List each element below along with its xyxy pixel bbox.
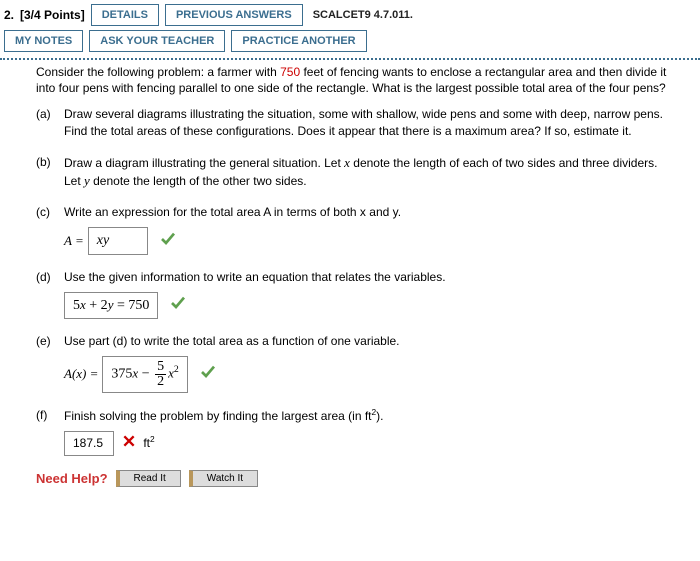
part-f-answer-box[interactable]: 187.5	[64, 431, 114, 456]
part-c-prefix: A =	[64, 232, 84, 250]
part-d: (d) Use the given information to write a…	[36, 269, 676, 319]
part-f-post: ).	[376, 409, 383, 423]
part-e-text: Use part (d) to write the total area as …	[64, 333, 676, 350]
part-b: (b) Draw a diagram illustrating the gene…	[36, 154, 676, 190]
need-help-label: Need Help?	[36, 471, 108, 486]
part-e-prefix: A(x) =	[64, 365, 98, 383]
part-e: (e) Use part (d) to write the total area…	[36, 333, 676, 393]
part-c-answer-box[interactable]: xy	[88, 227, 148, 255]
question-content: Consider the following problem: a farmer…	[0, 64, 700, 497]
source-label: SCALCET9 4.7.011.	[313, 9, 413, 21]
part-d-body: Use the given information to write an eq…	[64, 269, 676, 319]
unit-ft: ft	[143, 436, 150, 450]
frac-top: 5	[155, 360, 166, 375]
frac-bot: 2	[155, 375, 166, 389]
part-c-label: (c)	[36, 204, 64, 254]
cross-icon	[122, 434, 136, 453]
check-icon	[170, 295, 186, 316]
part-f-text: Finish solving the problem by finding th…	[64, 407, 676, 425]
unit-sup: 2	[150, 434, 155, 444]
check-icon	[200, 364, 216, 385]
intro-feet: 750	[280, 65, 300, 79]
points-label: [3/4 Points]	[20, 8, 85, 22]
divider-dotted	[0, 58, 700, 60]
fraction: 52	[155, 360, 166, 389]
watch-it-button[interactable]: Watch It	[189, 470, 258, 487]
part-e-ans-a: 375	[111, 367, 132, 382]
part-a-text: Draw several diagrams illustrating the s…	[64, 106, 676, 140]
question-number: 2.	[4, 8, 14, 22]
part-f-unit: ft2	[140, 434, 155, 452]
part-b-post: denote the length of the other two sides…	[90, 174, 307, 188]
part-b-pre: Draw a diagram illustrating the general …	[64, 156, 344, 170]
part-c-answer-row: A = xy	[64, 227, 676, 255]
part-d-text: Use the given information to write an eq…	[64, 269, 676, 286]
part-e-sup: 2	[174, 364, 179, 375]
part-c-body: Write an expression for the total area A…	[64, 204, 676, 254]
intro-pre: Consider the following problem: a farmer…	[36, 65, 280, 79]
check-icon	[160, 231, 176, 252]
sub-header-row: MY NOTES ASK YOUR TEACHER PRACTICE ANOTH…	[0, 30, 700, 58]
part-f-pre: Finish solving the problem by finding th…	[64, 409, 372, 423]
ask-teacher-button[interactable]: ASK YOUR TEACHER	[89, 30, 225, 52]
practice-another-button[interactable]: PRACTICE ANOTHER	[231, 30, 366, 52]
help-row: Need Help? Read It Watch It	[36, 470, 676, 487]
part-c: (c) Write an expression for the total ar…	[36, 204, 676, 254]
header-row: 2. [3/4 Points] DETAILS PREVIOUS ANSWERS…	[0, 0, 700, 30]
part-a: (a) Draw several diagrams illustrating t…	[36, 106, 676, 140]
my-notes-button[interactable]: MY NOTES	[4, 30, 83, 52]
part-e-body: Use part (d) to write the total area as …	[64, 333, 676, 393]
intro-text: Consider the following problem: a farmer…	[36, 64, 676, 96]
part-d-label: (d)	[36, 269, 64, 319]
part-d-answer-row: 5x + 2y = 750	[64, 292, 676, 320]
part-e-answer-row: A(x) = 375x − 52x2	[64, 356, 676, 393]
part-b-text: Draw a diagram illustrating the general …	[64, 154, 676, 190]
part-d-answer-box[interactable]: 5x + 2y = 750	[64, 292, 158, 320]
details-button[interactable]: DETAILS	[91, 4, 159, 26]
part-e-answer-box[interactable]: 375x − 52x2	[102, 356, 187, 393]
part-b-label: (b)	[36, 154, 64, 190]
read-it-button[interactable]: Read It	[116, 470, 181, 487]
part-a-label: (a)	[36, 106, 64, 140]
previous-answers-button[interactable]: PREVIOUS ANSWERS	[165, 4, 303, 26]
part-f-body: Finish solving the problem by finding th…	[64, 407, 676, 456]
part-e-x: x	[132, 366, 138, 381]
part-f: (f) Finish solving the problem by findin…	[36, 407, 676, 456]
part-e-label: (e)	[36, 333, 64, 393]
part-c-text: Write an expression for the total area A…	[64, 204, 676, 221]
part-f-answer-row: 187.5 ft2	[64, 431, 676, 456]
part-f-label: (f)	[36, 407, 64, 456]
